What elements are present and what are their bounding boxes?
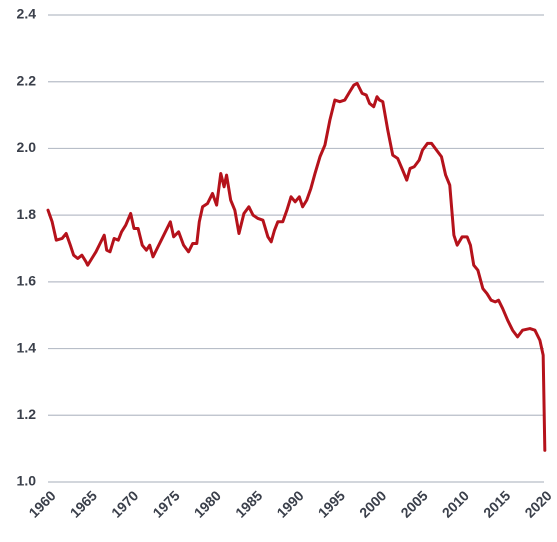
x-tick-label: 2010 xyxy=(439,487,472,520)
y-tick-label: 1.0 xyxy=(17,473,37,489)
y-tick-label: 1.6 xyxy=(17,273,37,289)
y-tick-label: 2.2 xyxy=(17,72,37,88)
y-tick-label: 2.0 xyxy=(17,139,37,155)
x-tick-label: 1990 xyxy=(273,487,306,520)
line xyxy=(46,81,547,452)
x-tick-label: 1975 xyxy=(149,487,182,520)
x-tick-label: 1960 xyxy=(25,487,58,520)
x-tick-label: 2015 xyxy=(480,487,513,520)
y-tick-label: 2.4 xyxy=(17,6,37,22)
x-tick-label: 1995 xyxy=(315,487,348,520)
y-tick-label: 1.8 xyxy=(17,206,37,222)
x-tick-label: 1985 xyxy=(232,487,265,520)
x-tick-label: 2020 xyxy=(521,487,554,520)
x-tick-label: 1980 xyxy=(191,487,224,520)
y-tick-label: 1.2 xyxy=(17,406,37,422)
x-tick-label: 2000 xyxy=(356,487,389,520)
x-tick-label: 1965 xyxy=(67,487,100,520)
x-tick-label: 1970 xyxy=(108,487,141,520)
y-tick-label: 1.4 xyxy=(17,339,37,355)
x-tick-label: 2005 xyxy=(397,487,430,520)
